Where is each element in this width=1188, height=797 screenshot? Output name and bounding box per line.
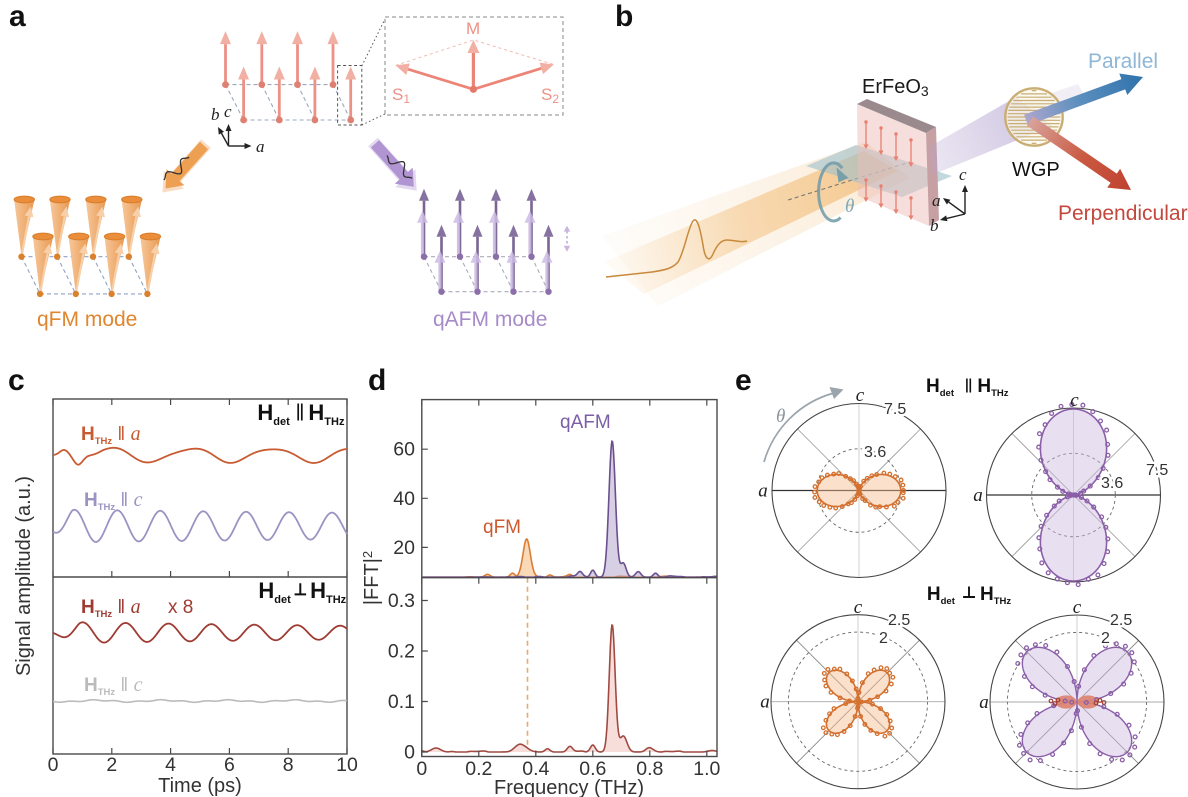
svg-text:Frequency (THz): Frequency (THz)	[494, 777, 644, 797]
svg-text:HTHz: HTHz	[980, 584, 1011, 607]
svg-text:qFM mode: qFM mode	[37, 308, 137, 331]
svg-text:HTHz ‖ a: HTHz ‖ a	[81, 423, 141, 447]
svg-text:a: a	[9, 0, 26, 33]
svg-text:1.0: 1.0	[693, 758, 720, 780]
svg-text:0.6: 0.6	[579, 758, 606, 780]
svg-text:c: c	[1073, 597, 1082, 618]
svg-text:qFM: qFM	[483, 517, 521, 538]
svg-text:HTHz: HTHz	[977, 376, 1008, 399]
svg-text:qAFM mode: qAFM mode	[433, 308, 547, 331]
svg-text:Time (ps): Time (ps)	[158, 775, 242, 797]
svg-text:0.2: 0.2	[388, 641, 415, 663]
svg-text:x 8: x 8	[168, 597, 193, 618]
svg-text:|FFT|2: |FFT|2	[360, 551, 383, 605]
svg-text:2: 2	[106, 754, 117, 776]
svg-text:HTHz ‖ c: HTHz ‖ c	[84, 674, 143, 698]
svg-text:HTHz: HTHz	[308, 400, 345, 428]
svg-text:Hdet: Hdet	[927, 584, 956, 607]
svg-text:60: 60	[393, 439, 415, 461]
svg-text:b: b	[211, 105, 220, 124]
svg-text:θ: θ	[776, 406, 785, 427]
svg-text:3.6: 3.6	[864, 444, 886, 461]
svg-text:b: b	[615, 0, 633, 33]
svg-text:2.5: 2.5	[1110, 612, 1132, 629]
svg-text:7.5: 7.5	[884, 401, 906, 418]
svg-text:0.1: 0.1	[388, 691, 415, 713]
svg-text:a: a	[979, 692, 989, 713]
svg-text:0: 0	[404, 742, 415, 764]
svg-text:a: a	[760, 692, 770, 713]
svg-text:c: c	[959, 165, 967, 184]
svg-text:0.4: 0.4	[522, 758, 549, 780]
svg-text:10: 10	[336, 754, 358, 776]
svg-text:Hdet: Hdet	[926, 376, 955, 399]
svg-text:c: c	[1070, 390, 1079, 411]
svg-text:ErFeO3: ErFeO3	[862, 76, 929, 99]
svg-text:HTHz ‖ a: HTHz ‖ a	[81, 596, 141, 620]
svg-text:WGP: WGP	[1012, 159, 1060, 181]
svg-text:0.8: 0.8	[636, 758, 663, 780]
svg-text:c: c	[856, 385, 865, 406]
svg-text:2.5: 2.5	[888, 612, 910, 629]
svg-text:e: e	[735, 364, 752, 397]
svg-text:40: 40	[393, 488, 415, 510]
svg-text:2: 2	[1101, 630, 1110, 647]
svg-text:Hdet: Hdet	[258, 578, 291, 606]
svg-text:20: 20	[393, 537, 415, 559]
svg-text:0: 0	[48, 754, 59, 776]
svg-text:Hdet: Hdet	[257, 400, 290, 428]
svg-text:M: M	[466, 19, 480, 38]
svg-text:2: 2	[879, 630, 888, 647]
svg-text:a: a	[256, 137, 265, 156]
svg-text:c: c	[854, 597, 863, 618]
svg-text:Signal amplitude (a.u.): Signal amplitude (a.u.)	[13, 476, 35, 676]
svg-text:Perpendicular: Perpendicular	[1058, 202, 1188, 225]
svg-text:3.6: 3.6	[1101, 475, 1123, 492]
svg-text:a: a	[973, 485, 983, 506]
svg-text:8: 8	[283, 754, 294, 776]
svg-text:θ: θ	[845, 196, 854, 217]
svg-text:Parallel: Parallel	[1088, 50, 1158, 73]
svg-text:c: c	[8, 364, 25, 397]
svg-text:qAFM: qAFM	[560, 412, 611, 433]
svg-text:6: 6	[224, 754, 235, 776]
svg-text:7.5: 7.5	[1146, 462, 1168, 479]
svg-text:c: c	[224, 102, 232, 121]
svg-text:0.3: 0.3	[388, 590, 415, 612]
svg-text:d: d	[368, 364, 386, 397]
svg-text:4: 4	[165, 754, 176, 776]
svg-text:0: 0	[416, 758, 427, 780]
svg-text:b: b	[930, 216, 939, 235]
svg-text:0.2: 0.2	[465, 758, 492, 780]
svg-text:a: a	[932, 191, 941, 210]
svg-text:HTHz ‖ c: HTHz ‖ c	[84, 489, 143, 513]
svg-text:HTHz: HTHz	[310, 578, 347, 606]
svg-text:a: a	[758, 481, 768, 502]
